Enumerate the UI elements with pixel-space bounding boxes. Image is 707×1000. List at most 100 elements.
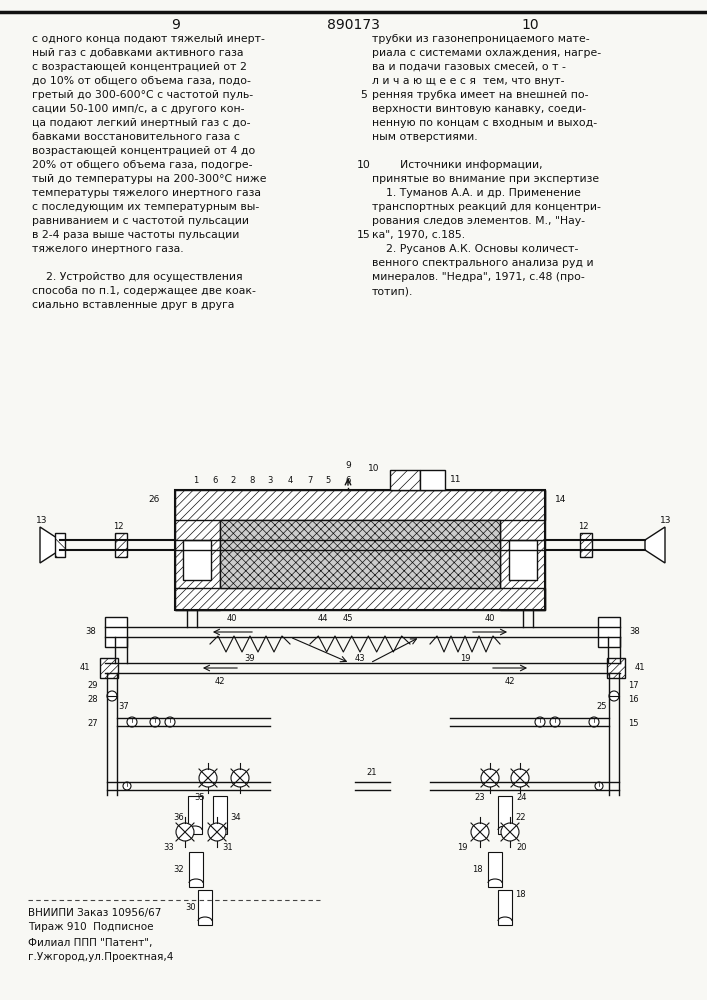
Text: минералов. "Недра", 1971, с.48 (про-: минералов. "Недра", 1971, с.48 (про-: [372, 272, 585, 282]
Circle shape: [481, 769, 499, 787]
Bar: [175, 490, 220, 610]
Text: с последующим их температурным вы-: с последующим их температурным вы-: [32, 202, 259, 212]
Bar: [175, 588, 545, 610]
Text: 28: 28: [88, 696, 98, 704]
Text: 5: 5: [361, 90, 368, 100]
Text: 44: 44: [317, 614, 328, 623]
Text: сации 50-100 имп/с, а с другого кон-: сации 50-100 имп/с, а с другого кон-: [32, 104, 245, 114]
Text: тяжелого инертного газа.: тяжелого инертного газа.: [32, 244, 184, 254]
Text: рования следов элементов. М., "Нау-: рования следов элементов. М., "Нау-: [372, 216, 585, 226]
Bar: [498, 796, 512, 834]
Text: 32: 32: [173, 865, 184, 874]
Text: способа по п.1, содержащее две коак-: способа по п.1, содержащее две коак-: [32, 286, 256, 296]
Text: 35: 35: [194, 793, 205, 802]
Circle shape: [535, 717, 545, 727]
Text: 19: 19: [460, 654, 470, 663]
Circle shape: [501, 823, 519, 841]
Text: 34: 34: [230, 814, 240, 822]
Circle shape: [199, 769, 217, 787]
Text: принятые во внимание при экспертизе: принятые во внимание при экспертизе: [372, 174, 599, 184]
Text: 38: 38: [629, 628, 640, 637]
Text: 10: 10: [521, 18, 539, 32]
Text: трубки из газонепроницаемого мате-: трубки из газонепроницаемого мате-: [372, 34, 590, 44]
Bar: [607, 658, 625, 678]
Bar: [598, 617, 620, 647]
Circle shape: [550, 717, 560, 727]
Text: 13: 13: [660, 516, 672, 525]
Text: 3: 3: [267, 476, 273, 485]
Text: 43: 43: [355, 654, 366, 663]
Text: 9: 9: [172, 18, 180, 32]
Text: 10: 10: [357, 160, 371, 170]
Text: ным отверстиями.: ным отверстиями.: [372, 132, 478, 142]
Bar: [498, 890, 512, 925]
Text: 42: 42: [215, 677, 226, 686]
Text: 20% от общего объема газа, подогре-: 20% от общего объема газа, подогре-: [32, 160, 252, 170]
Text: 22: 22: [515, 814, 525, 822]
Bar: [175, 490, 545, 520]
Text: 17: 17: [628, 682, 638, 690]
Bar: [500, 490, 545, 610]
Text: 12: 12: [578, 522, 588, 531]
Circle shape: [150, 717, 160, 727]
Text: 26: 26: [148, 495, 160, 504]
Text: в 2-4 раза выше частоты пульсации: в 2-4 раза выше частоты пульсации: [32, 230, 240, 240]
Circle shape: [595, 782, 603, 790]
Text: 11: 11: [450, 476, 462, 485]
Text: 37: 37: [119, 702, 129, 711]
Text: ка", 1970, с.185.: ка", 1970, с.185.: [372, 230, 465, 240]
Circle shape: [176, 823, 194, 841]
Text: 24: 24: [517, 793, 527, 802]
Text: 890173: 890173: [327, 18, 380, 32]
Text: тотип).: тотип).: [372, 286, 414, 296]
Text: венного спектрального анализа руд и: венного спектрального анализа руд и: [372, 258, 594, 268]
Bar: [100, 658, 118, 678]
Text: 2. Устройство для осуществления: 2. Устройство для осуществления: [32, 272, 243, 282]
Text: Тираж 910  Подписное: Тираж 910 Подписное: [28, 922, 153, 932]
Text: риала с системами охлаждения, нагре-: риала с системами охлаждения, нагре-: [372, 48, 601, 58]
Bar: [213, 796, 227, 834]
Text: транспортных реакций для концентри-: транспортных реакций для концентри-: [372, 202, 601, 212]
Text: 41: 41: [79, 664, 90, 672]
Text: ненную по концам с входным и выход-: ненную по концам с входным и выход-: [372, 118, 597, 128]
Bar: [189, 852, 203, 887]
Text: гретый до 300-600°C с частотой пуль-: гретый до 300-600°C с частотой пуль-: [32, 90, 253, 100]
Text: возрастающей концентрацией от 4 до: возрастающей концентрацией от 4 до: [32, 146, 255, 156]
Text: 13: 13: [36, 516, 48, 525]
Bar: [175, 490, 545, 610]
Text: ца подают легкий инертный газ с до-: ца подают легкий инертный газ с до-: [32, 118, 250, 128]
Bar: [198, 890, 212, 925]
Text: Филиал ППП "Патент",: Филиал ППП "Патент",: [28, 938, 153, 948]
Text: ВНИИПИ Заказ 10956/67: ВНИИПИ Заказ 10956/67: [28, 908, 161, 918]
Text: 42: 42: [505, 677, 515, 686]
Text: 36: 36: [173, 814, 184, 822]
Text: до 10% от общего объема газа, подо-: до 10% от общего объема газа, подо-: [32, 76, 251, 86]
Text: ва и подачи газовых смесей, о т -: ва и подачи газовых смесей, о т -: [372, 62, 566, 72]
Text: ный газ с добавками активного газа: ный газ с добавками активного газа: [32, 48, 243, 58]
Text: 4: 4: [287, 476, 293, 485]
Bar: [488, 852, 502, 887]
Text: 14: 14: [555, 495, 566, 504]
Text: 19: 19: [457, 842, 468, 852]
Text: 39: 39: [245, 654, 255, 663]
Circle shape: [127, 717, 137, 727]
Text: 21: 21: [367, 768, 378, 777]
Text: 29: 29: [88, 682, 98, 690]
Text: 6: 6: [345, 476, 351, 485]
Text: сиально вставленные друг в друга: сиально вставленные друг в друга: [32, 300, 235, 310]
Text: 2: 2: [230, 476, 235, 485]
Text: 12: 12: [112, 522, 123, 531]
Bar: [183, 540, 211, 580]
Text: 45: 45: [343, 614, 354, 623]
Text: 40: 40: [227, 614, 238, 623]
Polygon shape: [40, 527, 60, 563]
Text: 25: 25: [597, 702, 607, 711]
Text: верхности винтовую канавку, соеди-: верхности винтовую канавку, соеди-: [372, 104, 586, 114]
Text: ренняя трубка имеет на внешней по-: ренняя трубка имеет на внешней по-: [372, 90, 588, 100]
Text: 30: 30: [185, 904, 196, 912]
Text: Источники информации,: Источники информации,: [372, 160, 543, 170]
Text: 18: 18: [472, 865, 483, 874]
Circle shape: [208, 823, 226, 841]
Bar: [105, 617, 127, 647]
Text: 31: 31: [222, 842, 233, 852]
